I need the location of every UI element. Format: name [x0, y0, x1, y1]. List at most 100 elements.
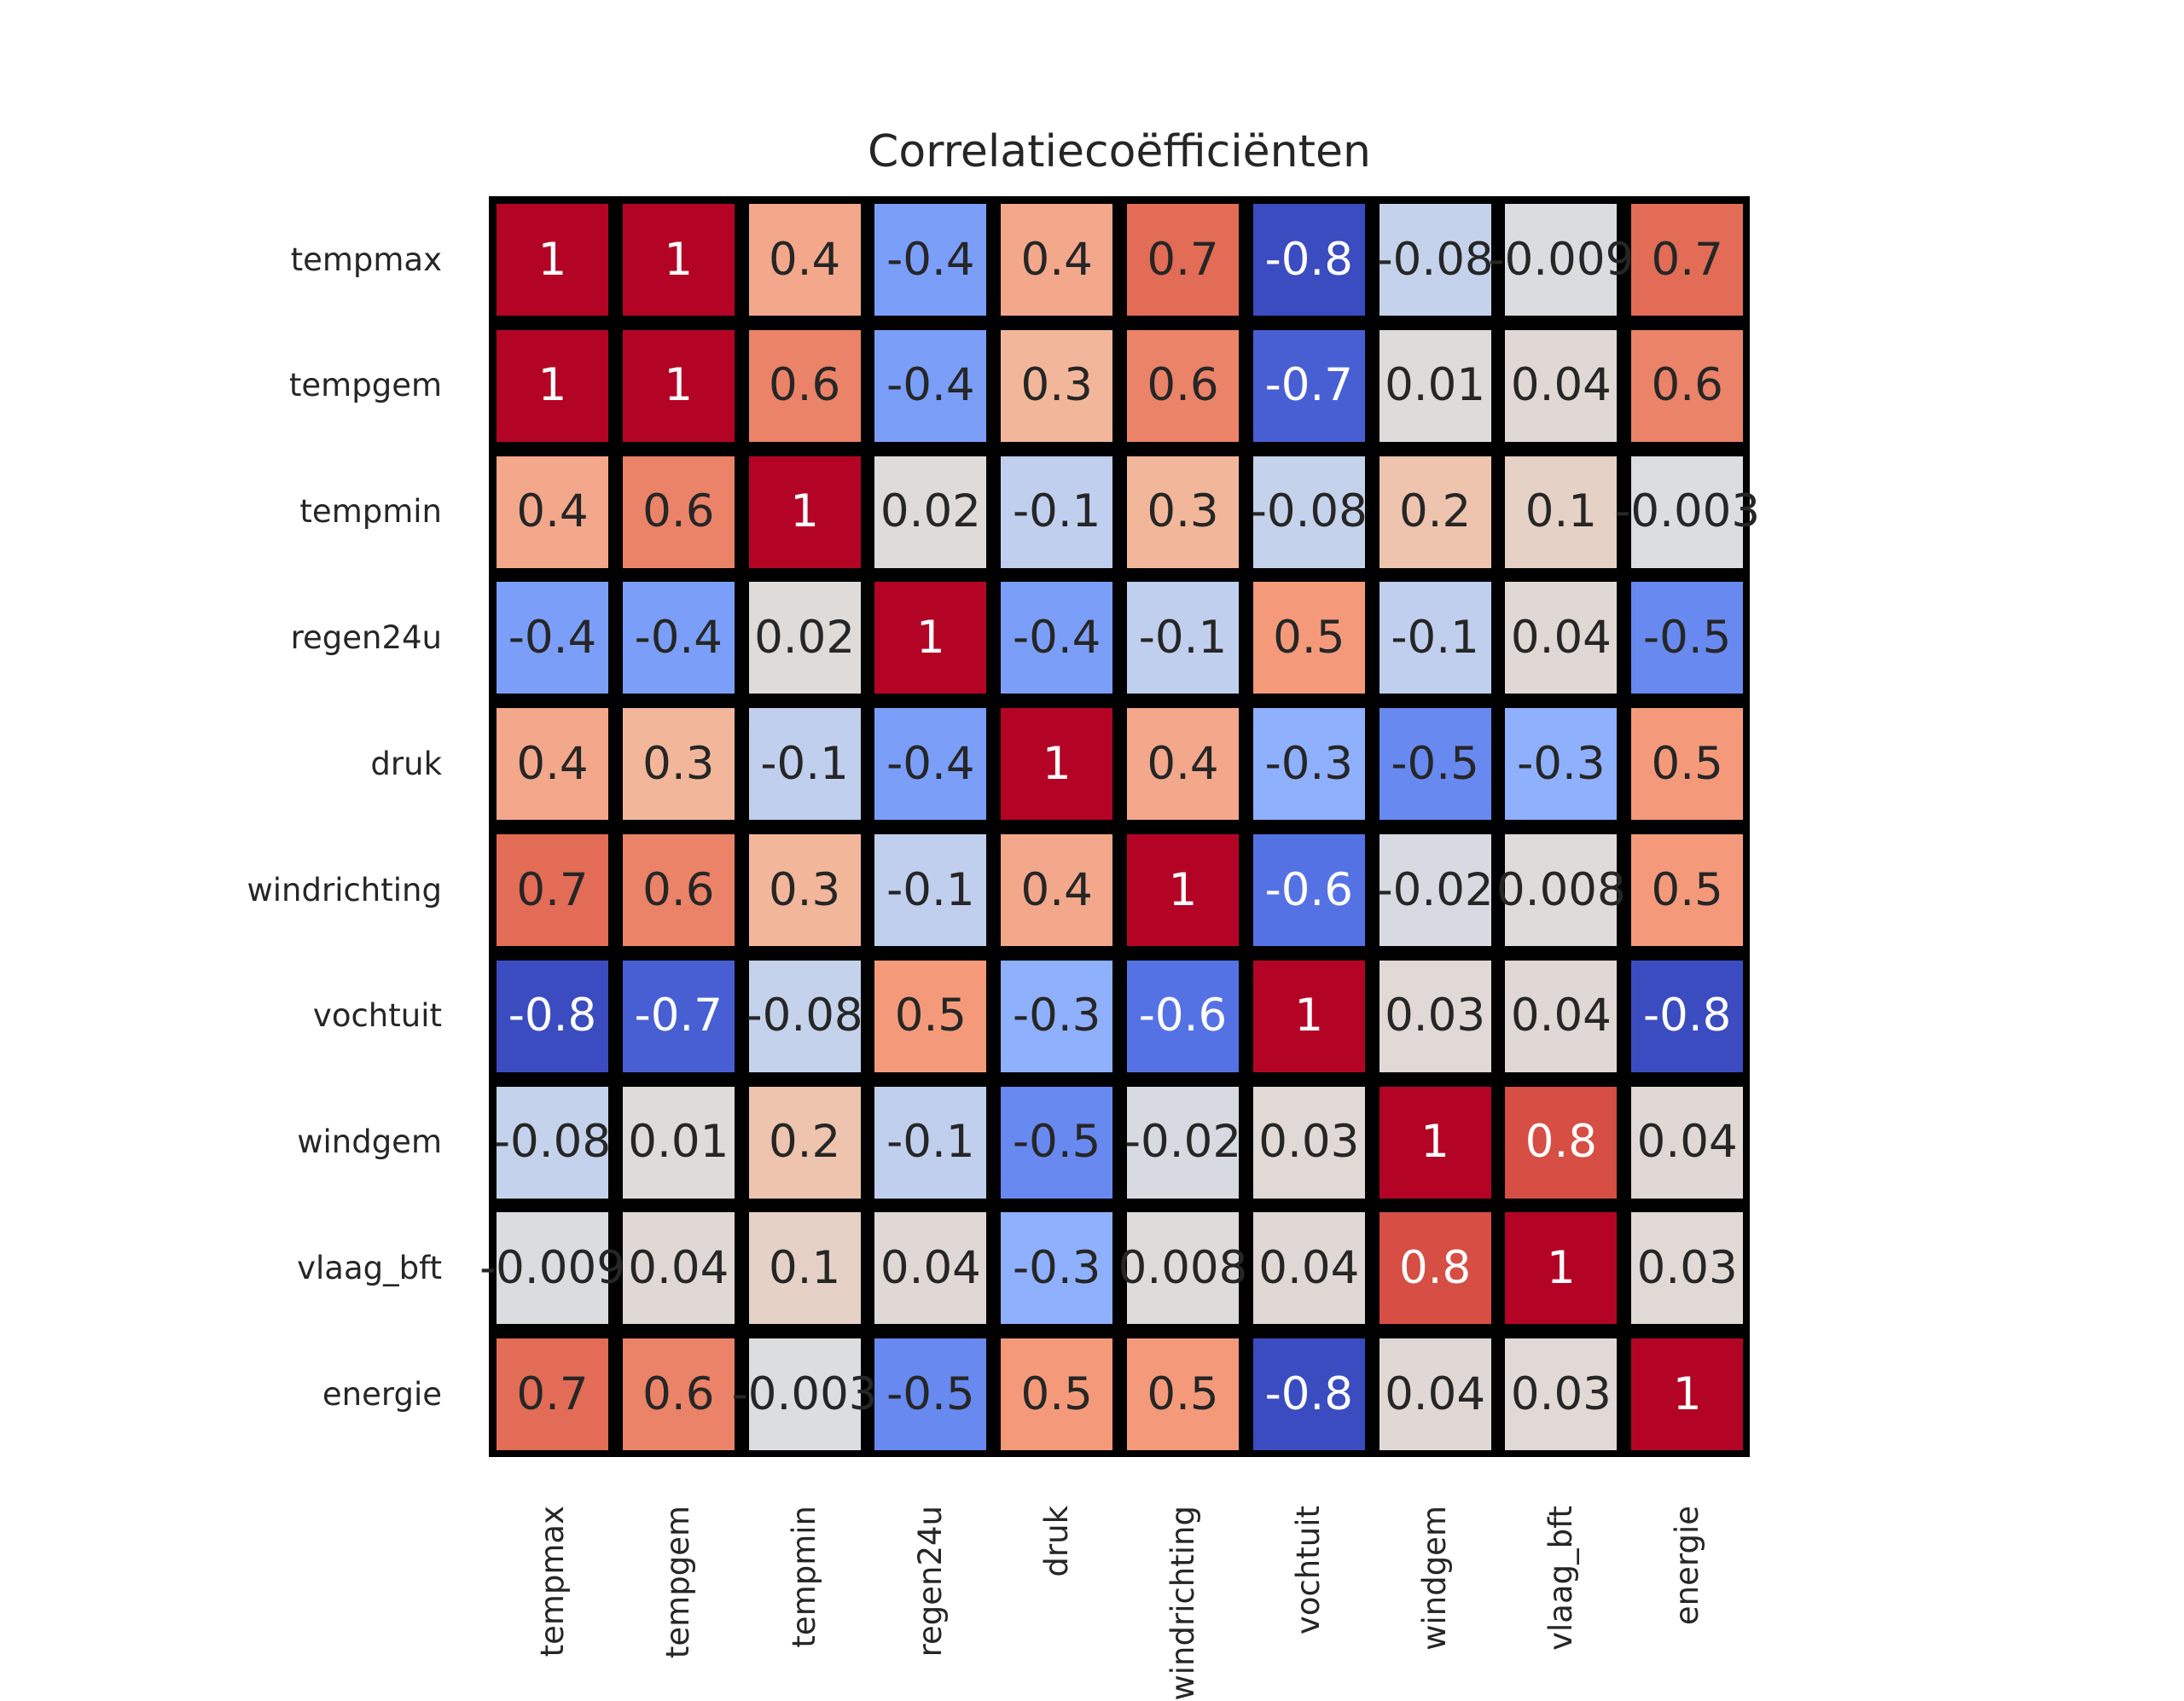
heatmap-cell-label: 0.04 — [1510, 990, 1612, 1042]
heatmap-cell-label: -0.4 — [634, 611, 723, 664]
heatmap-cell-label: 0.5 — [1273, 611, 1345, 664]
heatmap-cell-label: 0.5 — [1651, 737, 1723, 790]
heatmap-cell-label: -0.6 — [1264, 863, 1353, 916]
heatmap-cell-label: -0.009 — [479, 1241, 625, 1294]
heatmap-cell-label: 0.4 — [768, 233, 841, 286]
heatmap-cell — [1505, 708, 1618, 821]
heatmap-cell — [1631, 708, 1744, 821]
x-tick-label: druk — [1037, 1506, 1075, 1577]
heatmap-cell-label: -0.3 — [1012, 1241, 1101, 1294]
heatmap-cell-label: -0.6 — [1138, 990, 1228, 1042]
x-tick-label: vlaag_bft — [1542, 1506, 1579, 1651]
heatmap-cell — [1001, 1086, 1113, 1199]
x-tick-label: regen24u — [911, 1506, 949, 1657]
heatmap-cell-label: 0.7 — [516, 863, 589, 916]
heatmap-cell-label: 0.02 — [880, 485, 981, 538]
heatmap-cell-label: 0.3 — [1147, 485, 1219, 538]
heatmap-cell-label: 0.01 — [1385, 359, 1486, 412]
heatmap-cell — [748, 456, 861, 568]
heatmap-cell-label: 1 — [1042, 737, 1072, 790]
heatmap-cell — [1631, 1086, 1744, 1199]
heatmap-cell-label: 0.6 — [1147, 359, 1219, 412]
heatmap-cell-label: -0.7 — [1264, 359, 1353, 412]
heatmap-cell-label: 0.04 — [1385, 1367, 1486, 1420]
heatmap-cell — [1252, 1086, 1365, 1199]
heatmap-cell — [497, 1086, 608, 1199]
heatmap-cell — [497, 582, 608, 694]
heatmap-cell — [497, 834, 608, 946]
heatmap-cell — [748, 1086, 861, 1199]
heatmap-cell-label: 0.008 — [1496, 863, 1626, 916]
heatmap-cell — [1001, 456, 1113, 568]
heatmap-cell-label: -0.4 — [886, 737, 975, 790]
heatmap-cell — [1001, 834, 1113, 946]
heatmap-cell-label: 1 — [1294, 990, 1324, 1042]
heatmap-cell-label: 0.7 — [1147, 233, 1219, 286]
heatmap-cell-label: -0.02 — [1124, 1116, 1242, 1169]
heatmap-cell — [1379, 329, 1491, 442]
heatmap-cell — [622, 204, 735, 316]
heatmap-cell — [874, 456, 987, 568]
heatmap-cell — [748, 960, 861, 1072]
heatmap-cell — [1127, 834, 1239, 946]
heatmap-cell — [874, 1212, 987, 1325]
heatmap-cell — [1001, 1212, 1113, 1325]
heatmap-cell-label: -0.8 — [1642, 990, 1732, 1042]
heatmap-cell-label: 1 — [1168, 863, 1198, 916]
heatmap-cell — [1252, 708, 1365, 821]
heatmap-cell-label: -0.1 — [886, 863, 975, 916]
heatmap-cell — [874, 1338, 987, 1451]
heatmap-cell — [1631, 1212, 1744, 1325]
heatmap-cell — [874, 1086, 987, 1199]
heatmap-cell — [1252, 456, 1365, 568]
heatmap-cell-label: 0.2 — [1398, 485, 1472, 538]
heatmap-cell — [1505, 456, 1618, 568]
heatmap-cell — [1001, 204, 1113, 316]
heatmap-cell-label: 1 — [790, 485, 819, 538]
y-tick-label: tempmin — [299, 493, 442, 531]
heatmap-cell — [748, 1212, 861, 1325]
heatmap-cell — [1252, 329, 1365, 442]
heatmap-cell — [622, 329, 735, 442]
heatmap-cell — [1505, 1212, 1618, 1325]
heatmap-cell — [874, 960, 987, 1072]
heatmap-cell-label: 1 — [664, 359, 694, 412]
heatmap-cell-label: -0.5 — [1391, 737, 1479, 790]
heatmap-cell — [497, 1338, 608, 1451]
heatmap-cell-label: -0.1 — [1391, 611, 1479, 664]
heatmap-cell — [622, 834, 735, 946]
chart-title: Correlatiecoëfficiënten — [868, 126, 1371, 177]
heatmap-cell — [748, 204, 861, 316]
heatmap-cell — [1127, 204, 1239, 316]
heatmap-cell-label: 0.6 — [768, 359, 841, 412]
heatmap-cell-label: -0.4 — [508, 611, 597, 664]
heatmap-cell — [1127, 1212, 1239, 1325]
heatmap-cell — [1001, 582, 1113, 694]
heatmap-cell — [1379, 582, 1491, 694]
y-tick-label: energie — [322, 1375, 442, 1413]
heatmap-cell — [622, 456, 735, 568]
heatmap-cell-label: 1 — [1420, 1116, 1449, 1169]
heatmap-cell-label: -0.02 — [1376, 863, 1494, 916]
heatmap-cell-label: -0.003 — [731, 1367, 878, 1420]
heatmap-cell — [1631, 1338, 1744, 1451]
y-tick-label: vochtuit — [312, 997, 442, 1035]
heatmap-cell — [1127, 582, 1239, 694]
heatmap-cell — [1252, 1212, 1365, 1325]
heatmap-cell — [622, 1086, 735, 1199]
heatmap-cell-label: -0.7 — [634, 990, 723, 1042]
heatmap-cell — [874, 834, 987, 946]
heatmap-cell — [874, 582, 987, 694]
heatmap-cell — [1631, 834, 1744, 946]
heatmap-cell-label: 0.4 — [1020, 233, 1093, 286]
heatmap-cell-label: -0.08 — [493, 1116, 612, 1169]
heatmap-cell-label: 0.04 — [628, 1241, 729, 1294]
heatmap-cell — [1379, 204, 1491, 316]
heatmap-cell-label: 0.5 — [1020, 1367, 1093, 1420]
heatmap-cell — [1505, 960, 1618, 1072]
heatmap-cell — [1127, 456, 1239, 568]
heatmap-cell — [1127, 960, 1239, 1072]
heatmap-cell-label: -0.8 — [1264, 1367, 1353, 1420]
heatmap-cell-label: 0.7 — [1651, 233, 1723, 286]
heatmap-cell-label: 0.03 — [1636, 1241, 1738, 1294]
